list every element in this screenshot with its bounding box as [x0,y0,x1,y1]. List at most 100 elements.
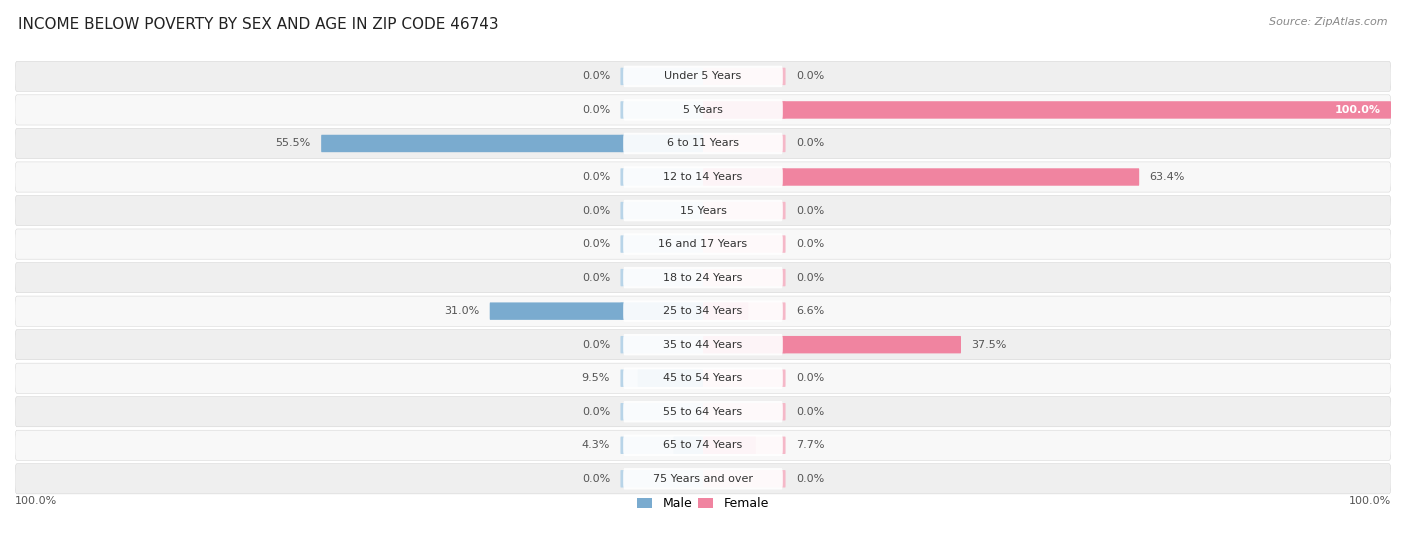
FancyBboxPatch shape [15,464,1391,494]
FancyBboxPatch shape [620,302,703,320]
FancyBboxPatch shape [15,95,1391,125]
FancyBboxPatch shape [321,134,703,152]
FancyBboxPatch shape [15,262,1391,293]
Text: 0.0%: 0.0% [582,71,610,81]
Text: 7.7%: 7.7% [796,440,824,450]
FancyBboxPatch shape [623,66,783,87]
Text: 35 to 44 Years: 35 to 44 Years [664,340,742,350]
Text: 0.0%: 0.0% [796,373,824,383]
FancyBboxPatch shape [703,336,960,353]
FancyBboxPatch shape [623,99,783,121]
Legend: Male, Female: Male, Female [633,493,773,516]
FancyBboxPatch shape [703,235,786,253]
FancyBboxPatch shape [15,195,1391,225]
FancyBboxPatch shape [623,300,783,322]
Text: INCOME BELOW POVERTY BY SEX AND AGE IN ZIP CODE 46743: INCOME BELOW POVERTY BY SEX AND AGE IN Z… [18,17,499,32]
Text: 0.0%: 0.0% [796,205,824,215]
FancyBboxPatch shape [15,296,1391,326]
FancyBboxPatch shape [620,68,703,85]
FancyBboxPatch shape [15,61,1391,92]
FancyBboxPatch shape [623,267,783,288]
FancyBboxPatch shape [620,269,703,286]
FancyBboxPatch shape [489,302,703,320]
FancyBboxPatch shape [620,134,703,152]
FancyBboxPatch shape [620,235,703,253]
FancyBboxPatch shape [703,369,786,387]
FancyBboxPatch shape [15,397,1391,427]
Text: Under 5 Years: Under 5 Years [665,71,741,81]
FancyBboxPatch shape [703,302,786,320]
Text: 0.0%: 0.0% [582,239,610,249]
Text: 0.0%: 0.0% [796,273,824,282]
FancyBboxPatch shape [623,401,783,422]
Text: 100.0%: 100.0% [1348,496,1391,506]
Text: 0.0%: 0.0% [796,138,824,148]
FancyBboxPatch shape [623,200,783,222]
FancyBboxPatch shape [623,166,783,187]
Text: 0.0%: 0.0% [582,273,610,282]
FancyBboxPatch shape [623,435,783,456]
Text: 18 to 24 Years: 18 to 24 Years [664,273,742,282]
Text: 0.0%: 0.0% [582,407,610,417]
FancyBboxPatch shape [703,302,748,320]
Text: 75 Years and over: 75 Years and over [652,474,754,484]
FancyBboxPatch shape [703,470,786,488]
Text: 6.6%: 6.6% [796,306,824,316]
FancyBboxPatch shape [703,436,786,454]
Text: 31.0%: 31.0% [444,306,479,316]
FancyBboxPatch shape [703,336,786,353]
Text: 55 to 64 Years: 55 to 64 Years [664,407,742,417]
FancyBboxPatch shape [703,169,1139,186]
FancyBboxPatch shape [15,128,1391,158]
FancyBboxPatch shape [703,436,756,454]
FancyBboxPatch shape [620,202,703,219]
FancyBboxPatch shape [620,436,703,454]
Text: 55.5%: 55.5% [276,138,311,148]
FancyBboxPatch shape [15,330,1391,360]
FancyBboxPatch shape [620,470,703,488]
Text: 0.0%: 0.0% [796,474,824,484]
FancyBboxPatch shape [703,403,786,421]
Text: 100.0%: 100.0% [15,496,58,506]
FancyBboxPatch shape [623,368,783,389]
FancyBboxPatch shape [620,369,703,387]
FancyBboxPatch shape [623,334,783,355]
FancyBboxPatch shape [673,436,703,454]
FancyBboxPatch shape [703,101,786,119]
Text: 16 and 17 Years: 16 and 17 Years [658,239,748,249]
FancyBboxPatch shape [15,430,1391,460]
Text: 0.0%: 0.0% [796,407,824,417]
Text: 0.0%: 0.0% [796,239,824,249]
Text: 65 to 74 Years: 65 to 74 Years [664,440,742,450]
Text: 37.5%: 37.5% [972,340,1007,350]
Text: 15 Years: 15 Years [679,205,727,215]
FancyBboxPatch shape [620,169,703,186]
FancyBboxPatch shape [703,269,786,286]
Text: 0.0%: 0.0% [796,71,824,81]
FancyBboxPatch shape [703,68,786,85]
Text: 0.0%: 0.0% [582,340,610,350]
FancyBboxPatch shape [623,468,783,489]
Text: 9.5%: 9.5% [582,373,610,383]
Text: 45 to 54 Years: 45 to 54 Years [664,373,742,383]
Text: 0.0%: 0.0% [582,205,610,215]
Text: Source: ZipAtlas.com: Source: ZipAtlas.com [1270,17,1388,27]
FancyBboxPatch shape [620,101,703,119]
Text: 25 to 34 Years: 25 to 34 Years [664,306,742,316]
Text: 6 to 11 Years: 6 to 11 Years [666,138,740,148]
FancyBboxPatch shape [620,403,703,421]
FancyBboxPatch shape [638,369,703,387]
FancyBboxPatch shape [703,202,786,219]
FancyBboxPatch shape [703,134,786,152]
Text: 0.0%: 0.0% [582,474,610,484]
FancyBboxPatch shape [15,363,1391,393]
FancyBboxPatch shape [623,133,783,154]
Text: 0.0%: 0.0% [582,105,610,115]
Text: 5 Years: 5 Years [683,105,723,115]
FancyBboxPatch shape [703,169,786,186]
Text: 12 to 14 Years: 12 to 14 Years [664,172,742,182]
Text: 63.4%: 63.4% [1150,172,1185,182]
Text: 0.0%: 0.0% [582,172,610,182]
Text: 4.3%: 4.3% [582,440,610,450]
FancyBboxPatch shape [623,233,783,255]
